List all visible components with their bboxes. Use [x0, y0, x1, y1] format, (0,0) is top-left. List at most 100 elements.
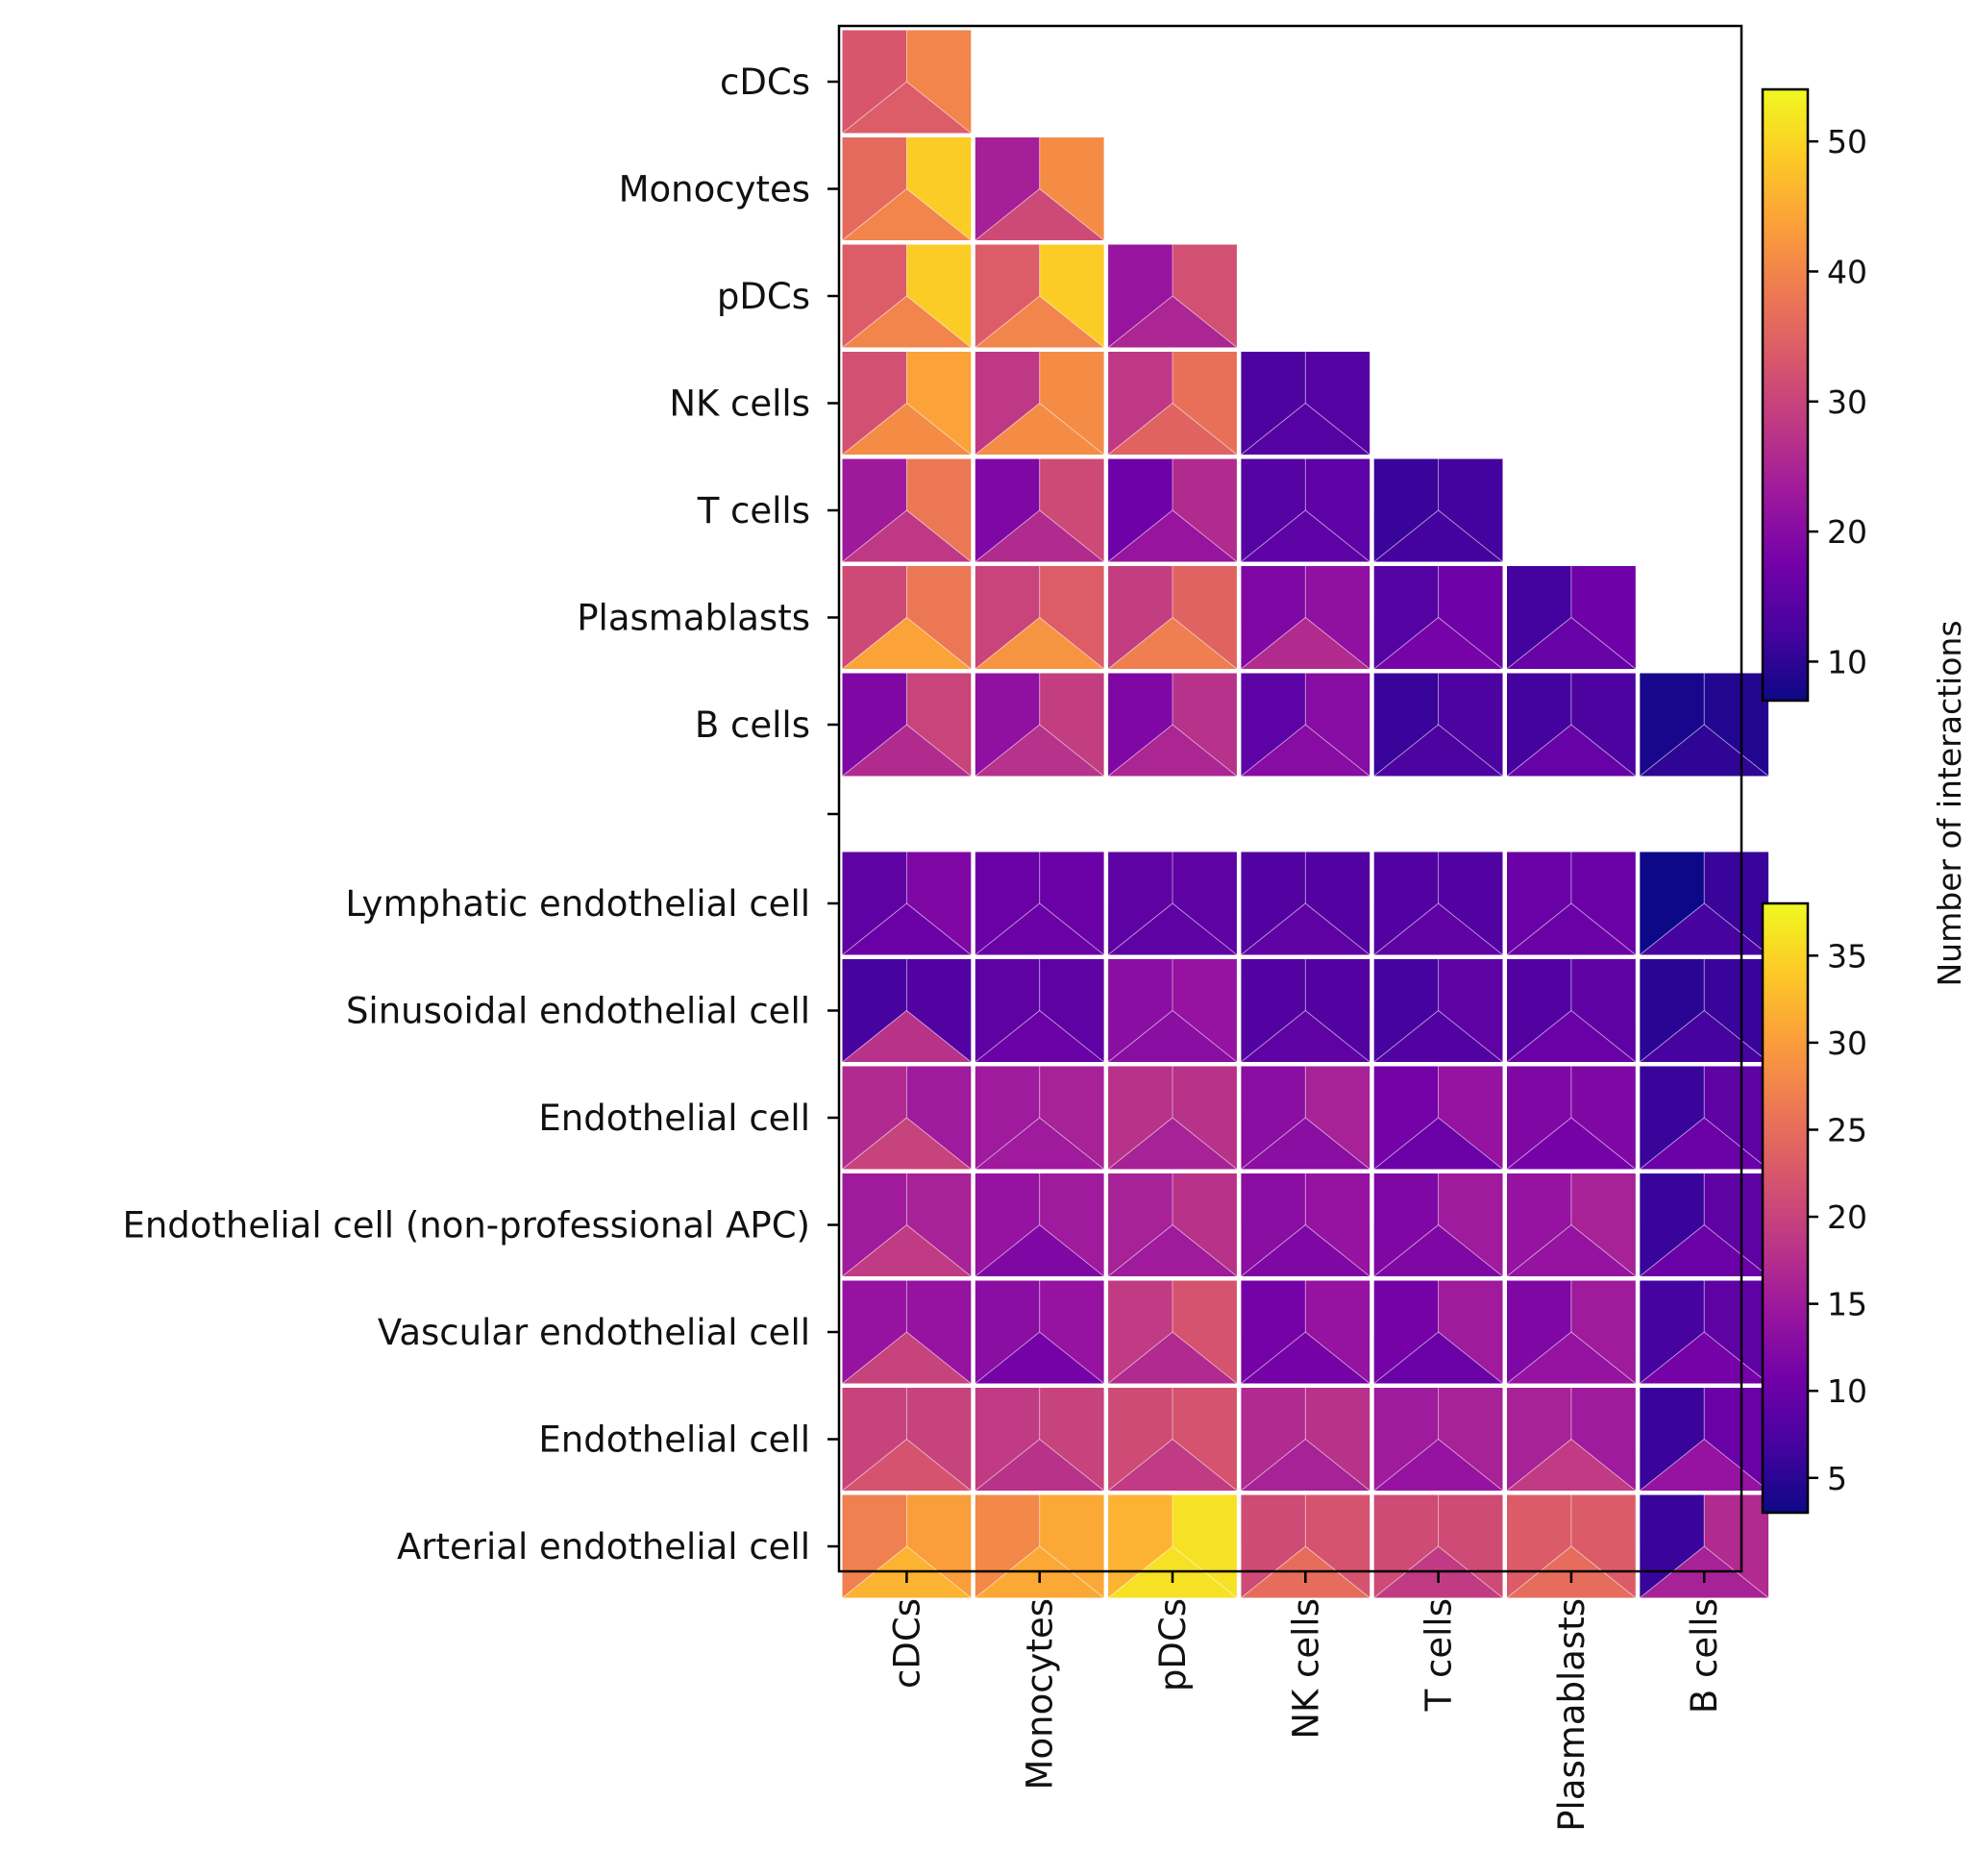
cell-lymphatic-endothelial-cell-plasmablasts — [1506, 852, 1637, 955]
cell-endothelial-cell-monocytes-right — [1039, 1388, 1104, 1491]
cell-t-cells-t-cells-right — [1438, 458, 1503, 562]
cell-b-cells-plasmablasts-bottom — [1507, 725, 1636, 777]
cell-b-cells-cdcs-right — [906, 673, 972, 777]
cell-vascular-endothelial-cell-monocytes — [975, 1280, 1104, 1384]
cell-sinusoidal-endothelial-cell-t-cells — [1373, 959, 1503, 1063]
cell-endothelial-cell-nk-cells — [1241, 1066, 1370, 1170]
cell-b-cells-pdcs-left — [1108, 673, 1173, 777]
cell-vascular-endothelial-cell-b-cells-right — [1704, 1280, 1769, 1384]
y-tick-label: Endothelial cell — [538, 1419, 810, 1461]
cell-endothelial-cell-monocytes-left — [975, 1066, 1040, 1170]
cell-endothelial-cell-non-professional-apc-t-cells-bottom — [1373, 1224, 1503, 1276]
cell-endothelial-cell-t-cells-bottom — [1373, 1439, 1503, 1491]
cell-sinusoidal-endothelial-cell-cdcs-left — [842, 959, 907, 1062]
cell-nk-cells-pdcs — [1107, 352, 1238, 456]
cell-t-cells-nk-cells — [1241, 458, 1370, 562]
cell-vascular-endothelial-cell-nk-cells-bottom — [1241, 1332, 1370, 1384]
cell-vascular-endothelial-cell-monocytes-bottom — [975, 1332, 1104, 1384]
cell-sinusoidal-endothelial-cell-monocytes-left — [975, 959, 1040, 1062]
cell-plasmablasts-nk-cells-right — [1305, 566, 1370, 669]
colorbar-lower-tick-label: 5 — [1827, 1460, 1847, 1497]
y-tick-label: Lymphatic endothelial cell — [345, 883, 810, 925]
cell-sinusoidal-endothelial-cell-t-cells-left — [1373, 959, 1439, 1062]
cell-endothelial-cell-monocytes-bottom — [975, 1439, 1104, 1491]
x-tick-label: Plasmablasts — [1551, 1598, 1592, 1832]
cell-sinusoidal-endothelial-cell-b-cells-left — [1640, 959, 1705, 1062]
cell-arterial-endothelial-cell-b-cells — [1640, 1494, 1769, 1598]
cell-t-cells-nk-cells-left — [1241, 458, 1306, 562]
cell-b-cells-cdcs — [842, 673, 972, 777]
cell-t-cells-pdcs-right — [1173, 458, 1237, 562]
cell-sinusoidal-endothelial-cell-plasmablasts-right — [1570, 959, 1636, 1062]
cell-endothelial-cell-t-cells-left — [1373, 1388, 1439, 1491]
cell-nk-cells-pdcs-right — [1173, 352, 1237, 455]
cell-b-cells-b-cells-left — [1640, 673, 1705, 777]
cell-t-cells-t-cells-left — [1373, 458, 1439, 562]
cell-vascular-endothelial-cell-pdcs-bottom — [1108, 1332, 1237, 1384]
cell-b-cells-plasmablasts — [1506, 673, 1637, 777]
cell-endothelial-cell-non-professional-apc-monocytes — [975, 1173, 1104, 1277]
cell-vascular-endothelial-cell-cdcs-bottom — [842, 1332, 972, 1384]
cell-sinusoidal-endothelial-cell-nk-cells-left — [1241, 959, 1306, 1062]
cell-endothelial-cell-b-cells-left — [1640, 1388, 1705, 1491]
cell-vascular-endothelial-cell-t-cells — [1373, 1280, 1503, 1384]
cell-endothelial-cell-non-professional-apc-b-cells — [1640, 1173, 1769, 1277]
colorbar-lower-tick-label: 10 — [1827, 1372, 1867, 1410]
cell-b-cells-plasmablasts-left — [1507, 673, 1571, 777]
cell-lymphatic-endothelial-cell-monocytes-bottom — [975, 903, 1104, 955]
cell-endothelial-cell-b-cells-bottom — [1640, 1118, 1769, 1170]
labels-layer: cDCs Monocytes pDCs NK cells T cells Plasmabl… — [122, 62, 1725, 1832]
cell-vascular-endothelial-cell-nk-cells — [1241, 1280, 1370, 1384]
colorbar-axis-label: Number of interactions — [1931, 620, 1968, 986]
y-tick-label: Endothelial cell — [538, 1098, 810, 1139]
colorbar-lower-bar — [1761, 901, 1810, 1515]
cell-pdcs-monocytes-right — [1039, 244, 1104, 348]
cell-b-cells-monocytes-right — [1039, 673, 1104, 777]
cell-plasmablasts-monocytes — [975, 566, 1104, 670]
cell-monocytes-cdcs-left — [842, 137, 907, 240]
cell-endothelial-cell-monocytes-right — [1039, 1066, 1104, 1170]
colorbar-lower-tick-label: 35 — [1827, 937, 1867, 975]
cell-plasmablasts-plasmablasts — [1506, 566, 1637, 670]
cell-sinusoidal-endothelial-cell-plasmablasts — [1506, 959, 1637, 1063]
cell-sinusoidal-endothelial-cell-pdcs — [1107, 959, 1238, 1063]
cell-endothelial-cell-t-cells-bottom — [1373, 1118, 1503, 1170]
colorbar-upper-tick-label: 50 — [1827, 123, 1867, 160]
cell-pdcs-pdcs-bottom — [1108, 296, 1237, 348]
colorbar-lower-tick-label: 25 — [1827, 1111, 1867, 1148]
cell-pdcs-cdcs — [842, 244, 972, 348]
cell-endothelial-cell-pdcs-bottom — [1108, 1439, 1237, 1491]
cell-t-cells-pdcs-bottom — [1108, 510, 1237, 562]
cell-lymphatic-endothelial-cell-pdcs-bottom — [1108, 903, 1237, 955]
cell-endothelial-cell-non-professional-apc-cdcs-left — [842, 1173, 907, 1276]
cell-b-cells-t-cells-left — [1373, 673, 1439, 777]
cell-endothelial-cell-plasmablasts-right — [1570, 1066, 1636, 1170]
cell-endothelial-cell-b-cells-right — [1704, 1066, 1769, 1170]
cell-lymphatic-endothelial-cell-nk-cells-bottom — [1241, 903, 1370, 955]
cell-b-cells-b-cells-right — [1704, 673, 1769, 777]
cell-sinusoidal-endothelial-cell-nk-cells — [1241, 959, 1370, 1063]
cell-cdcs-cdcs-right — [906, 30, 972, 134]
colorbar-upper-tick-label: 40 — [1827, 253, 1867, 290]
cell-b-cells-pdcs-right — [1173, 673, 1237, 777]
cell-endothelial-cell-nk-cells-right — [1305, 1066, 1370, 1170]
cell-vascular-endothelial-cell-cdcs-left — [842, 1280, 907, 1384]
cell-endothelial-cell-plasmablasts — [1506, 1388, 1637, 1492]
cell-endothelial-cell-t-cells — [1373, 1388, 1503, 1492]
cell-endothelial-cell-non-professional-apc-b-cells-bottom — [1640, 1224, 1769, 1276]
cell-endothelial-cell-monocytes-bottom — [975, 1118, 1104, 1170]
cell-plasmablasts-monocytes-right — [1039, 566, 1104, 669]
cell-endothelial-cell-non-professional-apc-cdcs — [842, 1173, 972, 1277]
cell-vascular-endothelial-cell-cdcs — [842, 1280, 972, 1384]
cell-plasmablasts-pdcs-bottom — [1108, 617, 1237, 669]
colorbar-upper-tick-label: 20 — [1827, 513, 1867, 551]
cell-plasmablasts-nk-cells-left — [1241, 566, 1306, 669]
cell-vascular-endothelial-cell-plasmablasts-right — [1570, 1280, 1636, 1384]
cell-endothelial-cell-monocytes — [975, 1388, 1104, 1492]
cell-lymphatic-endothelial-cell-t-cells-bottom — [1373, 903, 1503, 955]
cell-endothelial-cell-non-professional-apc-nk-cells-right — [1305, 1173, 1370, 1276]
cell-nk-cells-nk-cells-left — [1241, 352, 1306, 455]
cell-monocytes-monocytes-left — [975, 137, 1040, 240]
cell-endothelial-cell-b-cells — [1640, 1066, 1769, 1170]
